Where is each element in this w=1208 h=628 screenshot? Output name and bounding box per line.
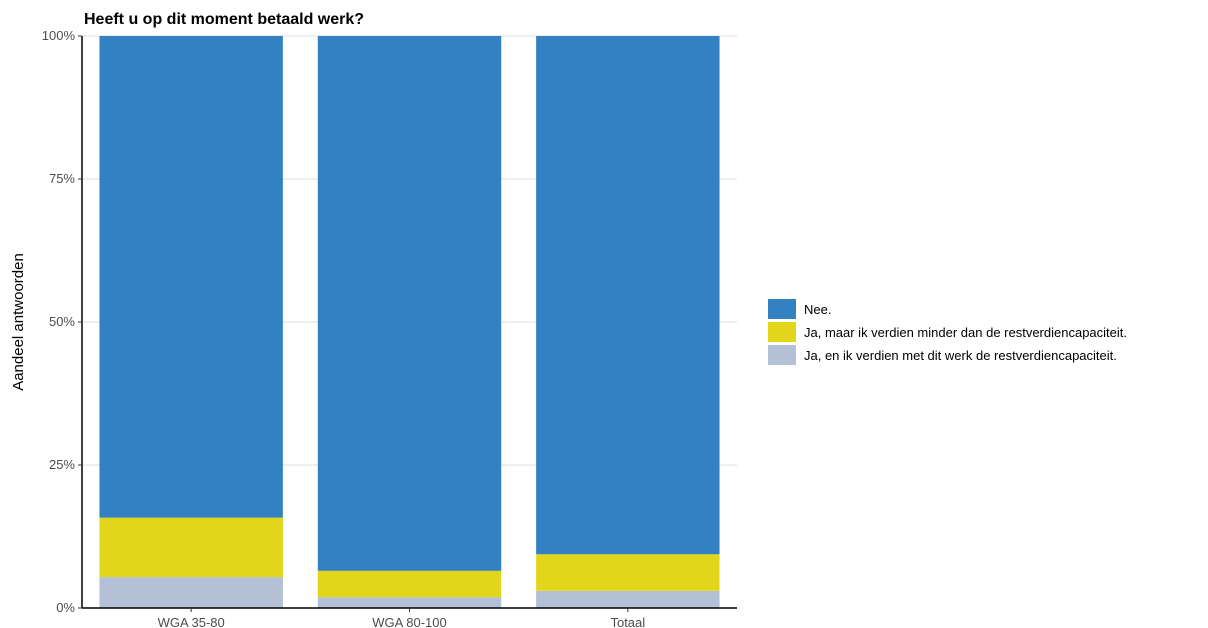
chart-title: Heeft u op dit moment betaald werk? [84,11,364,28]
y-tick-label: 75% [49,171,75,186]
x-tick-label: Totaal [610,615,645,628]
y-tick-labels: 0% 25% 50% 75% 100% [42,28,82,615]
y-axis-label: Aandeel antwoorden [10,253,27,391]
y-tick-label: 0% [56,600,75,615]
legend-swatch [768,299,796,319]
legend-label: Ja, maar ik verdien minder dan de restve… [804,325,1127,340]
bar-segment [317,36,502,571]
bar-segment [536,36,720,555]
y-tick-label: 100% [42,28,76,43]
bar-segment [99,517,283,578]
legend-swatch [768,322,796,342]
legend: Nee. Ja, maar ik verdien minder dan de re… [768,299,1127,365]
bar-segment [99,577,283,608]
legend-label: Nee. [804,302,831,317]
legend-swatch [768,345,796,365]
bars [99,36,720,608]
bar-segment [536,554,720,591]
y-tick-label: 25% [49,457,75,472]
x-tick-labels: WGA 35-80 WGA 80-100 Totaal [158,608,645,628]
bar-segment [536,590,720,608]
bar-segment [317,570,502,598]
legend-label: Ja, en ik verdien met dit werk de restve… [804,348,1117,363]
bar-segment [317,597,502,608]
bar-segment [99,36,283,518]
x-tick-label: WGA 80-100 [372,615,446,628]
y-tick-label: 50% [49,314,75,329]
x-tick-label: WGA 35-80 [158,615,225,628]
